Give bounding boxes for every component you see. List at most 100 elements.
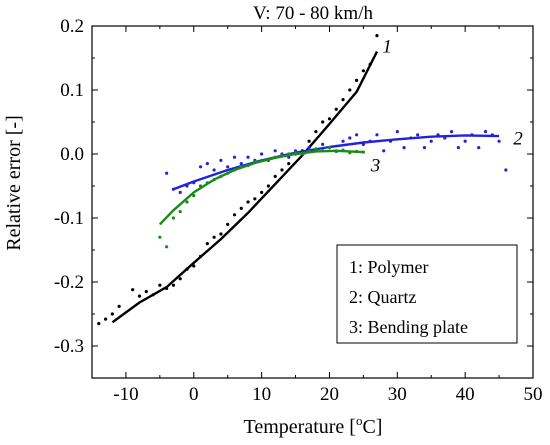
- data-point: [226, 222, 230, 226]
- data-point: [348, 136, 352, 140]
- data-point: [198, 165, 203, 169]
- x-axis: -10 0 10 20 30 40 50: [91, 26, 543, 405]
- data-point: [477, 146, 481, 150]
- data-point: [341, 139, 345, 143]
- data-point: [165, 171, 169, 175]
- y-tick-label: -0.2: [54, 272, 84, 293]
- data-point: [456, 146, 460, 150]
- data-point: [429, 139, 433, 143]
- plot-frame: [91, 25, 534, 379]
- data-point: [117, 304, 121, 308]
- data-point: [103, 317, 108, 321]
- data-point: [375, 133, 379, 137]
- data-point: [246, 200, 250, 204]
- data-point: [158, 235, 162, 239]
- data-point: [192, 194, 196, 198]
- x-tick-label: 10: [252, 384, 271, 405]
- data-point: [260, 190, 264, 194]
- data-point: [334, 107, 338, 111]
- data-point: [232, 155, 237, 159]
- legend-entry-bending-plate: 3: Bending plate: [349, 317, 468, 337]
- legend: 1: Polymer 2: Quartz 3: Bending plate: [336, 244, 518, 344]
- data-point: [178, 190, 182, 194]
- curve-label: 1: [382, 36, 392, 57]
- data-point: [97, 322, 101, 326]
- data-point: [348, 88, 352, 92]
- x-tick-label: -10: [113, 384, 138, 405]
- data-point: [273, 149, 277, 153]
- curve-label: 2: [513, 129, 523, 150]
- x-tick-label: 20: [320, 384, 339, 405]
- fit-line: [172, 134, 500, 191]
- data-point: [110, 312, 114, 316]
- legend-entry-quartz: 2: Quartz: [349, 287, 416, 307]
- y-tick-label: -0.3: [54, 336, 84, 357]
- y-tick-label: -0.1: [54, 208, 84, 229]
- curve-label: 3: [370, 156, 381, 177]
- series-bending-plate: 3: [158, 146, 381, 249]
- data-point: [246, 155, 250, 159]
- data-point: [497, 139, 501, 143]
- data-point: [273, 174, 277, 178]
- data-point: [219, 232, 223, 236]
- data-point: [192, 264, 196, 268]
- data-point: [165, 245, 169, 249]
- data-point: [341, 98, 345, 102]
- data-point: [307, 139, 311, 143]
- x-tick-label: 40: [456, 384, 475, 405]
- data-point: [355, 78, 359, 82]
- y-tick-label: 0.0: [60, 144, 84, 165]
- data-point: [327, 117, 332, 121]
- data-point: [314, 130, 318, 134]
- data-point: [205, 162, 209, 166]
- y-tick-label: 0.2: [60, 16, 84, 37]
- data-point: [382, 149, 386, 153]
- data-point: [463, 139, 467, 143]
- series-quartz: 2: [165, 129, 523, 194]
- data-point: [375, 34, 379, 38]
- data-point: [307, 146, 311, 150]
- fit-line: [158, 149, 364, 226]
- data-point: [178, 210, 182, 214]
- data-point: [137, 294, 142, 298]
- y-axis-label: Relative error [-]: [3, 115, 25, 250]
- data-point: [205, 242, 209, 246]
- data-point: [361, 69, 365, 73]
- data-point: [416, 133, 420, 137]
- fit-line: [111, 51, 379, 324]
- data-point: [327, 146, 332, 150]
- y-axis: -0.3 -0.2 -0.1 0.0 0.1 0.2: [54, 16, 533, 379]
- data-point: [280, 168, 284, 172]
- data-point: [355, 133, 359, 137]
- legend-entry-polymer: 1: Polymer: [349, 257, 429, 277]
- x-axis-label-text: Temperature [: [244, 416, 356, 438]
- data-point: [395, 130, 399, 134]
- data-point: [253, 197, 257, 201]
- x-tick-label: 50: [524, 384, 543, 405]
- data-point: [144, 290, 148, 294]
- data-point: [171, 283, 176, 287]
- data-point: [178, 277, 182, 281]
- plot-border: [91, 25, 534, 379]
- x-axis-label-unit: C]: [362, 416, 382, 438]
- data-point: [239, 206, 243, 210]
- data-point: [212, 235, 216, 239]
- data-point: [226, 165, 230, 169]
- data-point: [321, 142, 325, 146]
- y-tick-label: 0.1: [60, 80, 84, 101]
- chart-title: V: 70 - 80 km/h: [253, 3, 373, 24]
- series-layer: 1 2 3: [97, 34, 523, 326]
- data-point: [321, 120, 325, 124]
- data-point: [232, 213, 237, 217]
- data-point: [422, 146, 427, 150]
- data-point: [504, 168, 508, 172]
- data-point: [219, 158, 223, 162]
- data-point: [260, 152, 264, 156]
- data-point: [287, 162, 291, 166]
- data-point: [158, 283, 162, 287]
- data-point: [171, 216, 176, 220]
- data-point: [483, 130, 488, 134]
- data-point: [239, 162, 243, 166]
- data-point: [402, 146, 406, 150]
